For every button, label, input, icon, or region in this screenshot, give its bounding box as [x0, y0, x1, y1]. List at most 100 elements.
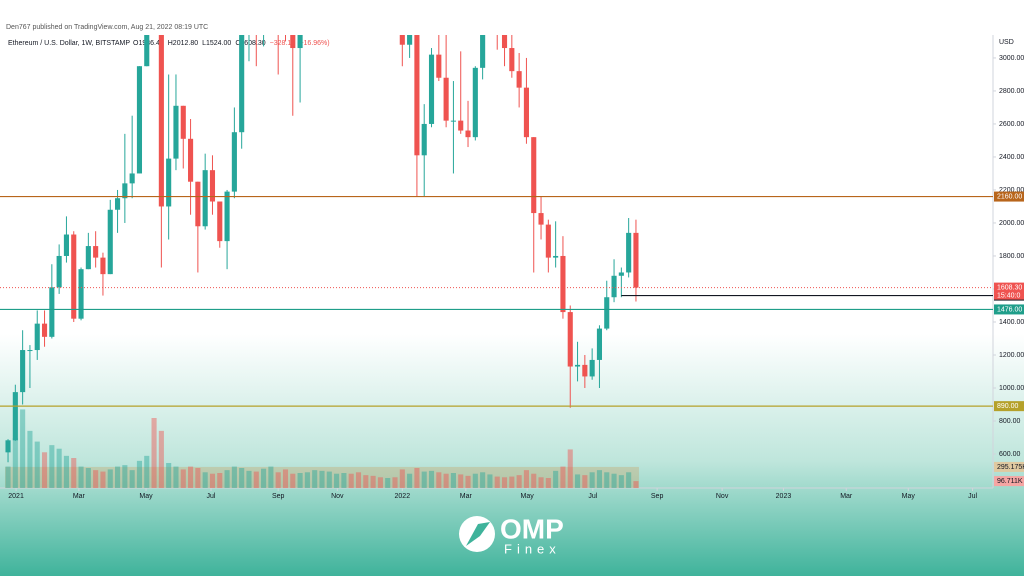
last-volume-label: 96.711K — [997, 478, 1023, 485]
volume-bar — [399, 469, 405, 488]
candle-body — [450, 120, 456, 122]
candle-body — [129, 173, 135, 184]
y-tick-label: 3000.00 — [999, 55, 1024, 62]
x-tick-label: Jul — [968, 493, 977, 500]
volume-pane — [5, 409, 639, 488]
candle-body — [166, 158, 172, 207]
volume-bar — [428, 470, 435, 488]
volume-bar — [282, 469, 289, 488]
candle-body — [560, 255, 566, 313]
volume-bar — [107, 469, 113, 488]
volume-bar — [596, 470, 603, 488]
candle-body — [209, 170, 216, 202]
candle-body — [531, 137, 537, 214]
hline-box — [994, 401, 1024, 412]
x-tick-label: Mar — [460, 493, 473, 500]
volume-bar — [217, 473, 223, 488]
candle-body — [611, 275, 617, 298]
last-volume-box — [994, 476, 1024, 487]
candle-body — [114, 198, 121, 210]
x-tick-label: May — [139, 493, 153, 500]
hline-box — [994, 304, 1024, 315]
y-tick-label: 1000.00 — [999, 385, 1024, 392]
x-tick-label: Nov — [331, 493, 344, 500]
volume-bar — [49, 445, 55, 488]
volume-bar — [531, 473, 537, 488]
candle-body — [604, 297, 610, 329]
candle-body — [626, 232, 632, 273]
candle-body — [458, 120, 464, 131]
volume-bar — [275, 472, 281, 488]
volume-bar — [355, 472, 362, 488]
volume-bar — [334, 473, 340, 488]
candle-body — [85, 246, 91, 270]
candle-body — [414, 35, 420, 156]
x-tick-label: Jul — [588, 493, 597, 500]
candle-body — [574, 364, 581, 367]
volume-bar — [297, 473, 303, 488]
y-tick-label: 2800.00 — [999, 88, 1024, 95]
volume-ma-area — [5, 466, 639, 488]
x-tick-label: May — [902, 493, 916, 500]
volume-bar — [465, 475, 471, 488]
candle-body — [49, 287, 55, 337]
volume-bar — [63, 455, 69, 488]
volume-bar — [93, 470, 99, 488]
volume-bar — [268, 466, 274, 488]
volume-bar — [487, 474, 493, 488]
volume-bar — [78, 466, 84, 488]
x-tick-label: Mar — [840, 493, 853, 500]
volume-bar — [560, 466, 566, 488]
x-tick-label: Jul — [207, 493, 216, 500]
volume-bar — [545, 478, 551, 488]
volume-bar — [312, 470, 318, 488]
volume-bar — [209, 473, 216, 488]
volume-bar — [195, 468, 201, 488]
candle-body — [516, 71, 522, 88]
logo: OMP Finex — [459, 513, 564, 556]
last-price-label: 1608.30 — [997, 284, 1022, 291]
volume-bar — [582, 475, 588, 488]
volume-bar — [136, 460, 143, 488]
candle-body — [239, 35, 245, 133]
candle-body — [428, 54, 435, 124]
volume-bar — [151, 418, 157, 488]
volume-bar — [5, 466, 11, 488]
candle-body — [41, 323, 48, 337]
hline-label: 890.00 — [997, 403, 1019, 410]
volume-bar — [472, 473, 478, 488]
y-tick-label: 600.00 — [999, 451, 1021, 458]
candle-body — [553, 255, 559, 258]
candle-body — [78, 269, 84, 319]
candle-body — [480, 35, 486, 68]
volume-bar — [224, 470, 230, 488]
candle-body — [173, 105, 179, 159]
volume-bar — [553, 470, 559, 488]
x-tick-label: Sep — [651, 493, 664, 500]
candle-body — [224, 191, 230, 242]
x-tick-label: May — [521, 493, 535, 500]
candle-body — [509, 48, 515, 72]
volume-bar — [173, 466, 179, 488]
legend-value: L1524.00 — [202, 40, 231, 47]
candle-body — [421, 123, 427, 156]
volume-bar — [516, 475, 522, 488]
volume-bar — [348, 473, 354, 488]
y-tick-label: 800.00 — [999, 418, 1021, 425]
volume-bar — [71, 458, 77, 488]
volume-bar — [589, 472, 595, 488]
volume-bar — [319, 470, 325, 488]
volume-bar — [567, 449, 573, 488]
y-tick-label: 1400.00 — [999, 319, 1024, 326]
volume-bar — [290, 473, 296, 488]
volume-bar — [501, 477, 508, 488]
candle-body — [93, 246, 99, 258]
candle-body — [217, 201, 223, 242]
volume-bar — [370, 475, 376, 488]
countdown: 15:40:0 — [997, 292, 1020, 299]
hline-box — [994, 191, 1024, 202]
candle-body — [582, 364, 588, 377]
candle-body — [589, 359, 595, 377]
